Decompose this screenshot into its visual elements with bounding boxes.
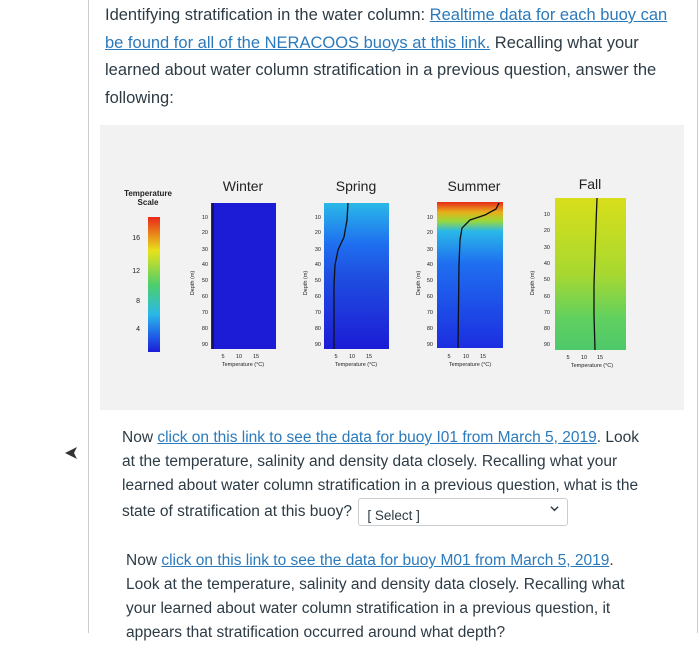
panel-title-spring: Spring	[336, 178, 376, 194]
neracoos-link[interactable]: Realtime data for each buoy can be found…	[105, 6, 668, 52]
depth-tick: 40	[202, 262, 208, 268]
depth-tick: 70	[315, 310, 321, 316]
depth-tick: 90	[315, 342, 321, 348]
depth-tick: 10	[427, 215, 433, 221]
depth-axis-label: Depth (m)	[416, 271, 422, 296]
summer-profile	[437, 202, 503, 348]
panel-fall: Fall Depth (m) 10 20 30 40 50 60 70 80 9…	[530, 176, 626, 369]
depth-tick: 40	[315, 262, 321, 268]
temp-axis-label: Temperature (°C)	[571, 363, 613, 369]
scale-tick-12: 12	[132, 268, 140, 275]
temp-axis-label: Temperature (°C)	[449, 362, 491, 368]
panel-title-winter: Winter	[223, 178, 264, 194]
question-1-prefix: Now	[122, 429, 154, 446]
question-1: Now click on this link to see the data f…	[122, 426, 642, 526]
depth-tick: 60	[544, 294, 550, 300]
select-label: [ Select ]	[367, 508, 420, 523]
depth-axis-label: Depth (m)	[190, 271, 196, 296]
scale-tick-4: 4	[136, 326, 140, 333]
temp-tick: 10	[349, 354, 355, 360]
depth-tick: 60	[315, 294, 321, 300]
depth-tick: 70	[202, 310, 208, 316]
question-2-prefix: Now	[126, 552, 158, 569]
depth-tick: 30	[315, 247, 321, 253]
depth-tick: 90	[427, 342, 433, 348]
depth-tick: 20	[202, 230, 208, 236]
depth-tick: 40	[427, 262, 433, 268]
temp-axis-label: Temperature (°C)	[335, 362, 377, 368]
depth-tick: 80	[315, 326, 321, 332]
depth-tick: 40	[544, 261, 550, 267]
temp-tick: 15	[597, 355, 603, 361]
temp-tick: 5	[566, 355, 569, 361]
depth-axis-label: Depth (m)	[303, 271, 309, 296]
spring-temperature-line	[333, 202, 349, 349]
temp-tick: 10	[463, 354, 469, 360]
stratification-state-select[interactable]: [ Select ]	[358, 498, 569, 526]
chevron-down-icon	[550, 506, 559, 512]
stratification-figure: Temperature Scale 16 12 8 4 Winter Depth…	[100, 125, 684, 410]
panel-summer: Summer Depth (m) 10 20 30 40 50 60 70 80…	[416, 178, 503, 368]
depth-tick: 20	[427, 230, 433, 236]
figure-svg: Temperature Scale 16 12 8 4 Winter Depth…	[124, 176, 626, 369]
temp-tick: 5	[334, 354, 337, 360]
depth-tick: 20	[544, 228, 550, 234]
depth-tick: 50	[315, 278, 321, 284]
pointer-arrow-icon	[65, 447, 77, 459]
heading-prefix: Identifying stratification in the water …	[105, 6, 426, 24]
depth-tick: 10	[202, 215, 208, 221]
heading-paragraph: Identifying stratification in the water …	[105, 2, 675, 112]
depth-tick: 60	[202, 294, 208, 300]
depth-tick: 20	[315, 230, 321, 236]
buoy-m01-link[interactable]: click on this link to see the data for b…	[161, 552, 610, 569]
depth-tick: 80	[202, 326, 208, 332]
temp-tick: 10	[581, 355, 587, 361]
panel-title-fall: Fall	[579, 176, 602, 192]
winter-profile	[211, 203, 276, 349]
heading-suffix: Recalling what your learned about water …	[105, 33, 657, 107]
depth-tick: 60	[427, 294, 433, 300]
buoy-i01-link[interactable]: click on this link to see the data for b…	[157, 429, 597, 446]
temp-tick: 15	[480, 354, 486, 360]
scale-subtitle: Scale	[138, 198, 159, 207]
temperature-scale-bar	[148, 217, 160, 352]
scale-tick-16: 16	[132, 235, 140, 242]
depth-tick: 10	[315, 215, 321, 221]
depth-tick: 50	[427, 278, 433, 284]
depth-tick: 30	[544, 245, 550, 251]
fall-profile	[555, 198, 626, 350]
depth-tick: 70	[427, 310, 433, 316]
temp-tick: 15	[366, 354, 372, 360]
scale-tick-8: 8	[136, 298, 140, 305]
temp-tick: 5	[447, 354, 450, 360]
depth-tick: 80	[427, 326, 433, 332]
temp-tick: 15	[253, 354, 259, 360]
depth-tick: 10	[544, 212, 550, 218]
depth-tick: 30	[427, 247, 433, 253]
depth-tick: 30	[202, 247, 208, 253]
panel-title-summer: Summer	[448, 178, 501, 194]
panel-winter: Winter Depth (m) 10 20 30 40 50 60 70 80…	[190, 178, 276, 368]
question-1-text: . Look at the temperature, salinity and …	[122, 429, 639, 521]
temp-tick: 10	[236, 354, 242, 360]
depth-tick: 90	[202, 342, 208, 348]
temp-tick: 5	[221, 354, 224, 360]
temp-axis-label: Temperature (°C)	[222, 362, 264, 368]
panel-spring: Spring Depth (m) 10 20 30 40 50 60 70 80…	[303, 178, 389, 368]
depth-tick: 90	[544, 342, 550, 348]
depth-tick: 50	[202, 278, 208, 284]
summer-temperature-line	[457, 202, 500, 349]
depth-axis-label: Depth (m)	[530, 271, 536, 296]
depth-tick: 80	[544, 326, 550, 332]
depth-tick: 70	[544, 310, 550, 316]
scale-title: Temperature	[124, 189, 172, 198]
depth-tick: 50	[544, 277, 550, 283]
fall-temperature-line	[593, 197, 598, 351]
question-2: Now click on this link to see the data f…	[126, 549, 626, 645]
